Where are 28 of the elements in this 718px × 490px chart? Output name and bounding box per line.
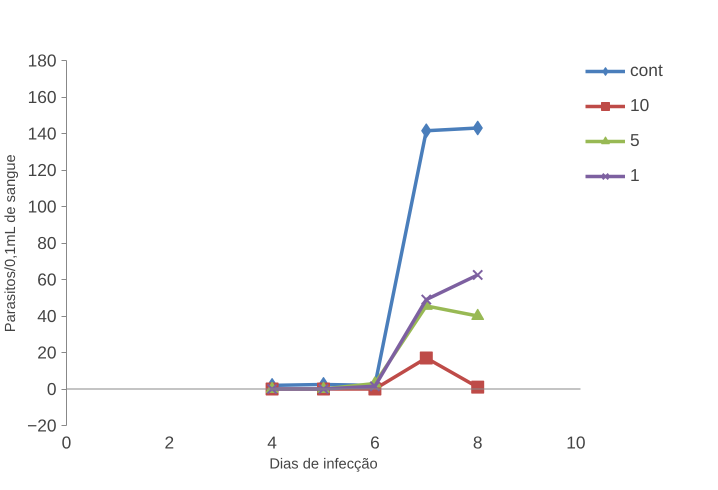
y-tick-label: 140 bbox=[28, 124, 57, 144]
y-tick-label: 160 bbox=[28, 87, 57, 107]
y-tick-label: 80 bbox=[37, 233, 57, 253]
legend-label: 1 bbox=[630, 165, 641, 186]
x-tick-label: 4 bbox=[267, 432, 278, 452]
point bbox=[369, 380, 380, 392]
x-tick-label: 8 bbox=[472, 432, 483, 452]
point bbox=[472, 269, 484, 281]
x-tick-label: 10 bbox=[566, 432, 586, 452]
y-tick-label: 100 bbox=[28, 196, 57, 216]
y-tick-label: 20 bbox=[37, 342, 57, 362]
y-tick-label: −20 bbox=[27, 416, 57, 436]
y-tick-label: 0 bbox=[46, 379, 57, 399]
legend-label: 10 bbox=[630, 95, 650, 116]
legend-label: 5 bbox=[630, 130, 641, 151]
x-tick-label: 6 bbox=[370, 432, 380, 452]
y-axis-title: Parasitos/0,1mL de sangue bbox=[3, 154, 20, 332]
y-tick-label: 40 bbox=[37, 306, 57, 326]
x-tick-label: 0 bbox=[62, 432, 72, 452]
x-tick-label: 2 bbox=[164, 432, 174, 452]
point bbox=[471, 380, 484, 394]
point bbox=[420, 294, 432, 306]
legend-label: cont bbox=[630, 60, 663, 81]
x-axis-title: Dias de infecção bbox=[269, 456, 378, 472]
y-tick-label: 180 bbox=[28, 50, 57, 70]
y-tick-label: 60 bbox=[37, 270, 57, 290]
point bbox=[420, 351, 433, 364]
y-tick-label: 120 bbox=[28, 160, 57, 180]
